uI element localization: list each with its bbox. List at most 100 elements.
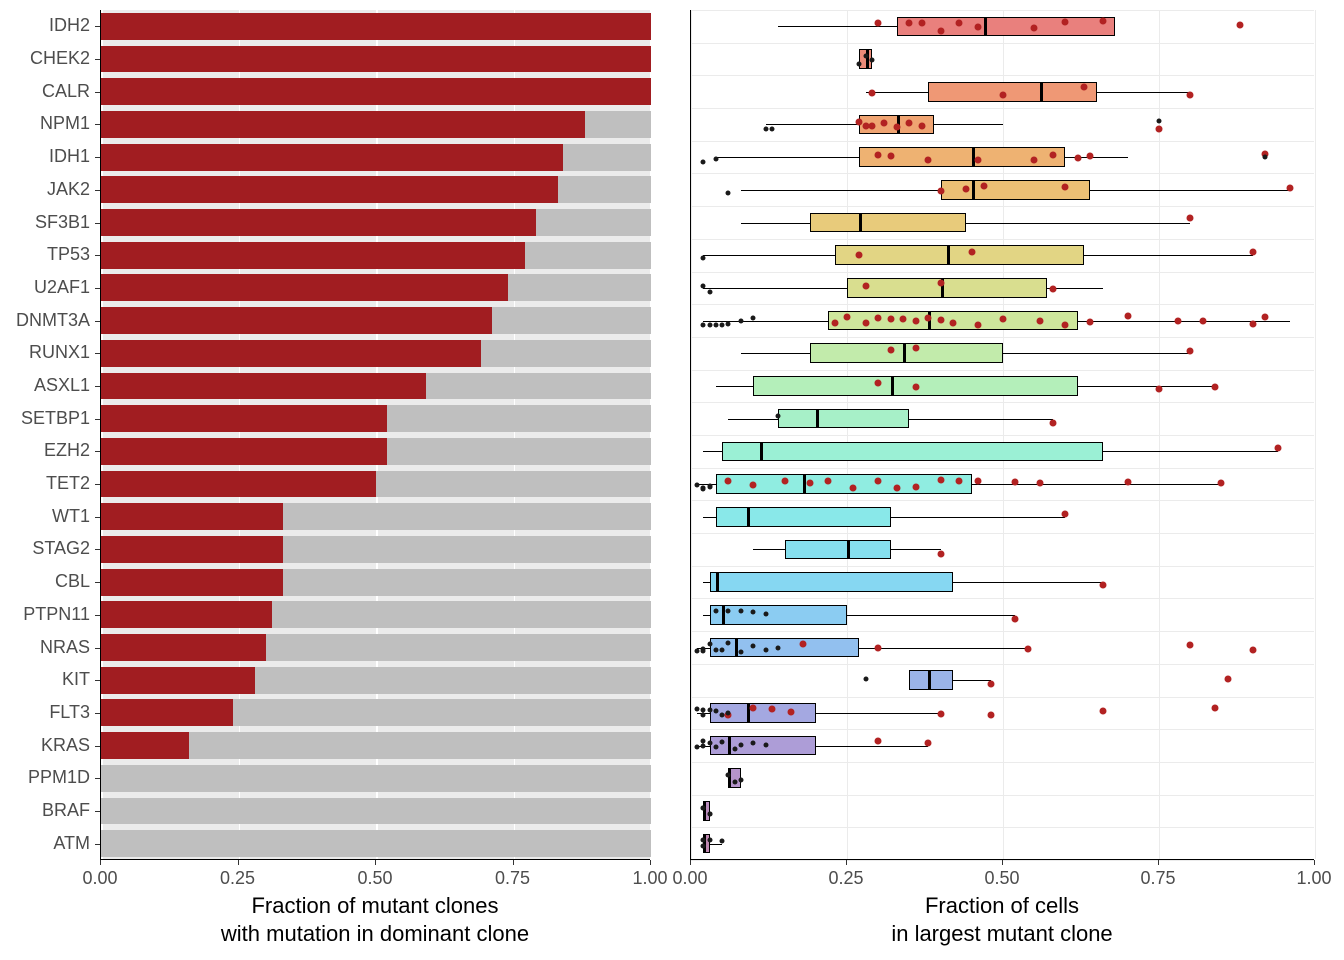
point-red <box>875 478 882 485</box>
point-red <box>1287 184 1294 191</box>
bar-EZH2 <box>101 438 387 465</box>
point-red <box>1000 315 1007 322</box>
point-outlier <box>738 609 743 614</box>
point-red <box>1062 184 1069 191</box>
point-red <box>925 740 932 747</box>
point-red <box>1037 479 1044 486</box>
point-red <box>1187 642 1194 649</box>
point-red <box>1062 511 1069 518</box>
point-outlier <box>707 837 712 842</box>
point-outlier <box>770 127 775 132</box>
ylabel-TET2: TET2 <box>0 473 90 494</box>
ylabel-CHEK2: CHEK2 <box>0 48 90 69</box>
point-outlier <box>751 315 756 320</box>
point-red <box>937 188 944 195</box>
point-red <box>1249 321 1256 328</box>
point-red <box>1062 18 1069 25</box>
point-outlier <box>738 778 743 783</box>
point-outlier <box>1157 118 1162 123</box>
point-red <box>806 480 813 487</box>
point-outlier <box>751 740 756 745</box>
point-outlier <box>726 641 731 646</box>
box-KIT <box>909 670 953 690</box>
point-outlier <box>738 743 743 748</box>
point-red <box>1187 92 1194 99</box>
ylabel-WT1: WT1 <box>0 506 90 527</box>
point-red <box>918 19 925 26</box>
point-red <box>981 182 988 189</box>
box-STAG2 <box>785 540 891 560</box>
point-outlier <box>695 483 700 488</box>
point-red <box>781 478 788 485</box>
point-outlier <box>863 677 868 682</box>
bar-JAK2 <box>101 176 558 203</box>
bar-SF3B1 <box>101 209 536 236</box>
point-red <box>725 478 732 485</box>
point-red <box>987 711 994 718</box>
point-outlier <box>695 648 700 653</box>
point-outlier <box>701 323 706 328</box>
point-outlier <box>732 747 737 752</box>
point-red <box>1124 478 1131 485</box>
point-red <box>1099 581 1106 588</box>
bar-WT1 <box>101 503 283 530</box>
point-outlier <box>701 648 706 653</box>
point-red <box>975 23 982 30</box>
point-red <box>937 476 944 483</box>
point-outlier <box>713 609 718 614</box>
point-outlier <box>701 284 706 289</box>
ylabel-JAK2: JAK2 <box>0 179 90 200</box>
point-red <box>1156 386 1163 393</box>
bar-PTPN11 <box>101 601 272 628</box>
bar-RUNX1 <box>101 340 481 367</box>
point-outlier <box>713 709 718 714</box>
point-outlier <box>726 322 731 327</box>
ylabel-CALR: CALR <box>0 81 90 102</box>
ylabel-DNMT3A: DNMT3A <box>0 310 90 331</box>
point-outlier <box>763 612 768 617</box>
box-EZH2 <box>722 442 1103 462</box>
point-red <box>975 157 982 164</box>
point-red <box>1087 318 1094 325</box>
point-outlier <box>701 256 706 261</box>
point-red <box>875 19 882 26</box>
box-RUNX1 <box>810 343 1003 363</box>
ylabel-PPM1D: PPM1D <box>0 767 90 788</box>
ylabel-SF3B1: SF3B1 <box>0 212 90 233</box>
bar-IDH2 <box>101 13 651 40</box>
point-red <box>862 319 869 326</box>
point-red <box>875 152 882 159</box>
point-red <box>975 477 982 484</box>
xtick-label: 0.75 <box>1140 868 1175 889</box>
point-outlier <box>701 738 706 743</box>
ylabel-RUNX1: RUNX1 <box>0 342 90 363</box>
bar-ASXL1 <box>101 373 426 400</box>
point-outlier <box>720 647 725 652</box>
xtick-label: 0.00 <box>672 868 707 889</box>
box-WT1 <box>716 507 891 527</box>
point-red <box>937 710 944 717</box>
point-outlier <box>763 126 768 131</box>
point-red <box>912 345 919 352</box>
point-red <box>1037 318 1044 325</box>
point-outlier <box>713 744 718 749</box>
bar-bg <box>101 830 651 857</box>
point-red <box>1049 152 1056 159</box>
point-red <box>1049 285 1056 292</box>
point-red <box>850 485 857 492</box>
point-outlier <box>701 159 706 164</box>
point-red <box>875 737 882 744</box>
point-red <box>912 318 919 325</box>
bar-IDH1 <box>101 144 563 171</box>
bar-bg <box>101 798 651 825</box>
xtick-label: 0.00 <box>82 868 117 889</box>
ylabel-NPM1: NPM1 <box>0 113 90 134</box>
point-outlier <box>738 319 743 324</box>
bar-STAG2 <box>101 536 283 563</box>
point-outlier <box>713 157 718 162</box>
point-outlier <box>726 609 731 614</box>
point-red <box>787 708 794 715</box>
point-red <box>956 20 963 27</box>
box-TP53 <box>835 245 1085 265</box>
point-red <box>925 314 932 321</box>
